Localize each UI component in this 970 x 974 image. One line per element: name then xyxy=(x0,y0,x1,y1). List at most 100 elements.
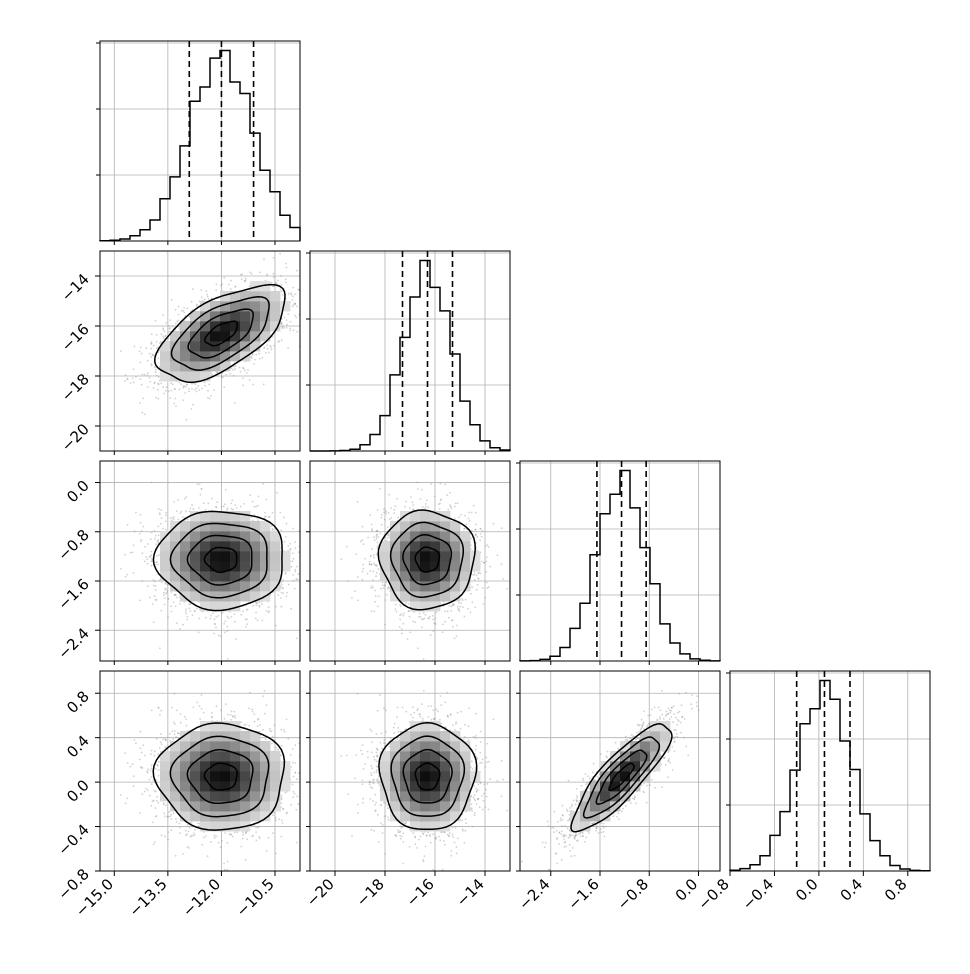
sample-point xyxy=(196,304,198,306)
sample-point xyxy=(181,310,183,312)
sample-point xyxy=(173,516,175,518)
sample-point xyxy=(273,345,275,347)
sample-point xyxy=(134,346,136,348)
sample-point xyxy=(284,316,286,318)
sample-point xyxy=(147,386,149,388)
sample-point xyxy=(206,294,208,296)
sample-point xyxy=(199,483,201,485)
sample-point xyxy=(252,501,254,503)
sample-point xyxy=(293,329,295,331)
sample-point xyxy=(153,387,155,389)
sample-point xyxy=(150,538,152,540)
sample-point xyxy=(140,378,142,380)
sample-point xyxy=(288,293,290,295)
sample-point xyxy=(267,348,269,350)
sample-point xyxy=(178,382,180,384)
sample-point xyxy=(286,267,288,269)
sample-point xyxy=(165,390,167,392)
sample-point xyxy=(251,273,253,275)
sample-point xyxy=(222,612,224,614)
sample-point xyxy=(273,276,275,278)
sample-point xyxy=(207,296,209,298)
sample-point xyxy=(296,331,298,333)
sample-point xyxy=(151,558,153,560)
sample-point xyxy=(282,294,284,296)
sample-point xyxy=(286,327,288,329)
sample-point xyxy=(196,484,198,486)
sample-point xyxy=(241,273,243,275)
sample-point xyxy=(224,631,226,633)
sample-point xyxy=(326,528,328,530)
sample-point xyxy=(227,616,229,618)
sample-point xyxy=(255,354,257,356)
sample-point xyxy=(239,367,241,369)
sample-point xyxy=(142,526,144,528)
sample-point xyxy=(154,381,156,383)
sample-point xyxy=(147,585,149,587)
sample-point xyxy=(155,320,157,322)
sample-point xyxy=(307,552,309,554)
sample-point xyxy=(135,512,137,514)
sample-point xyxy=(146,558,148,560)
sample-point xyxy=(281,290,283,292)
sample-point xyxy=(165,582,167,584)
sample-point xyxy=(225,489,227,491)
sample-point xyxy=(191,383,193,385)
sample-point xyxy=(141,580,143,582)
sample-point xyxy=(249,494,251,496)
sample-point xyxy=(255,612,257,614)
sample-point xyxy=(323,587,325,589)
sample-point xyxy=(275,606,277,608)
sample-point xyxy=(205,509,207,511)
sample-point xyxy=(174,398,176,400)
sample-point xyxy=(160,509,162,511)
sample-point xyxy=(234,368,236,370)
sample-point xyxy=(271,282,273,284)
sample-point xyxy=(156,375,158,377)
sample-point xyxy=(149,353,151,355)
sample-point xyxy=(215,627,217,629)
sample-point xyxy=(246,372,248,374)
sample-point xyxy=(182,624,184,626)
sample-point xyxy=(160,523,162,525)
sample-point xyxy=(269,345,271,347)
sample-point xyxy=(280,606,282,608)
sample-point xyxy=(183,385,185,387)
sample-point xyxy=(290,321,292,323)
sample-point xyxy=(257,505,259,507)
sample-point xyxy=(124,554,126,556)
sample-point xyxy=(157,389,159,391)
sample-point xyxy=(196,391,198,393)
sample-point xyxy=(166,592,168,594)
sample-point xyxy=(220,285,222,287)
sample-point xyxy=(155,397,157,399)
sample-point xyxy=(264,516,266,518)
sample-point xyxy=(266,610,268,612)
sample-point xyxy=(165,335,167,337)
sample-point xyxy=(147,563,149,565)
sample-point xyxy=(300,292,302,294)
sample-point xyxy=(141,353,143,355)
sample-point xyxy=(173,602,175,604)
sample-point xyxy=(285,278,287,280)
density-bin xyxy=(160,351,170,361)
sample-point xyxy=(258,353,260,355)
sample-point xyxy=(155,599,157,601)
sample-point xyxy=(283,517,285,519)
sample-point xyxy=(140,514,142,516)
sample-point xyxy=(162,327,164,329)
sample-point xyxy=(223,277,225,279)
sample-point xyxy=(241,278,243,280)
sample-point xyxy=(163,594,165,596)
sample-point xyxy=(242,367,244,369)
sample-point xyxy=(254,359,256,361)
sample-point xyxy=(284,541,286,543)
sample-point xyxy=(186,619,188,621)
sample-point xyxy=(191,504,193,506)
sample-point xyxy=(164,604,166,606)
sample-point xyxy=(157,398,159,400)
sample-point xyxy=(196,387,198,389)
sample-point xyxy=(296,270,298,272)
sample-point xyxy=(286,324,288,326)
sample-point xyxy=(286,319,288,321)
